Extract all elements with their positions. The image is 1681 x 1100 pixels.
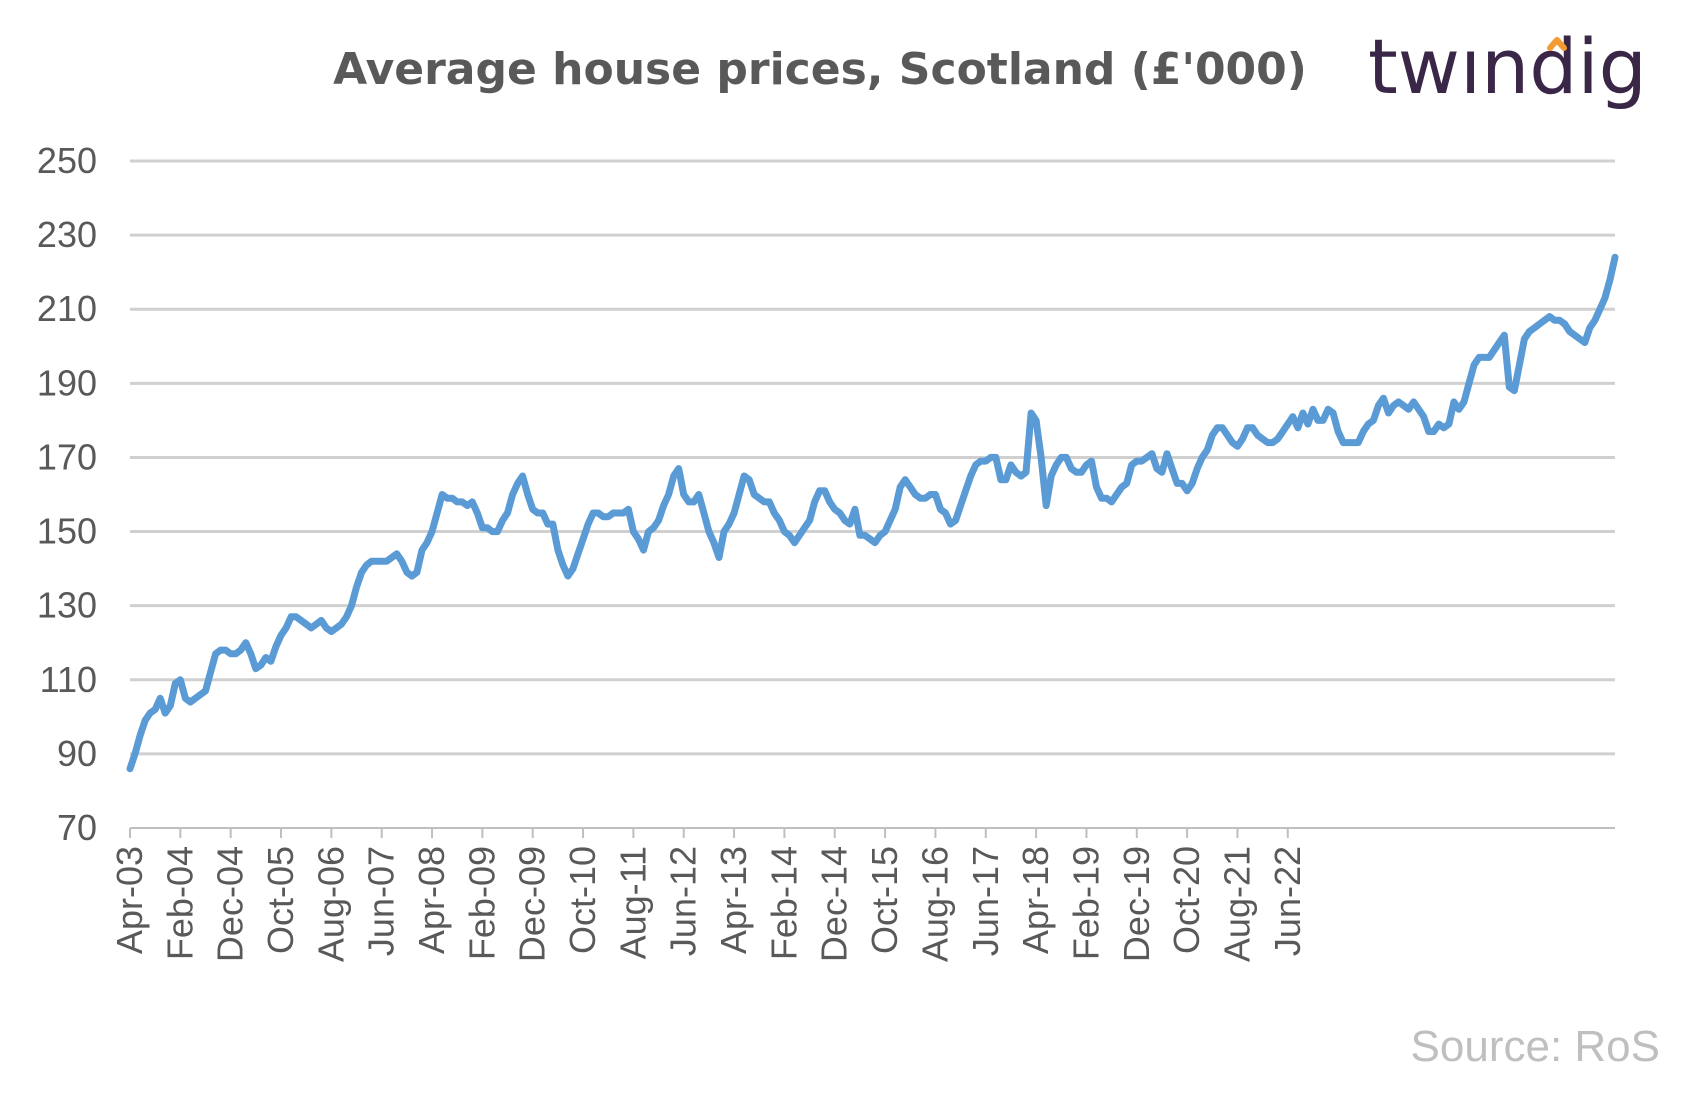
x-tick-label: Oct-10 [562, 846, 603, 954]
y-tick-label: 150 [37, 511, 97, 552]
x-tick-label: Dec-09 [512, 846, 553, 962]
house-price-line [126, 253, 1619, 773]
y-tick-label: 230 [37, 214, 97, 255]
x-tick-label: Feb-04 [159, 846, 200, 960]
x-tick-label: Feb-19 [1065, 846, 1106, 960]
x-tick-label: Jun-22 [1267, 846, 1308, 956]
y-tick-label: 210 [37, 288, 97, 329]
series-layer [126, 253, 1619, 773]
x-tick-label: Apr-18 [1015, 846, 1056, 954]
x-tick-label: Jun-07 [361, 846, 402, 956]
y-tick-label: 110 [40, 659, 97, 700]
svg-text:twındig: twındig [1368, 22, 1647, 111]
chart-title: Average house prices, Scotland (£'000) [333, 44, 1307, 95]
x-tick-label: Apr-08 [411, 846, 452, 954]
x-tick-label: Aug-21 [1216, 846, 1257, 962]
x-tick-label: Feb-09 [461, 846, 502, 960]
x-tick-label: Apr-13 [713, 846, 754, 954]
x-tick-label: Aug-06 [310, 846, 351, 962]
x-tick-label: Oct-20 [1166, 846, 1207, 954]
x-tick-label: Dec-19 [1116, 846, 1157, 962]
y-axis-ticks: 250 230 210 190 170 150 130 110 90 70 [37, 140, 97, 848]
y-tick-label: 90 [57, 733, 97, 774]
x-tick-label: Dec-04 [210, 846, 251, 962]
y-tick-label: 190 [37, 362, 97, 403]
y-tick-label: 250 [37, 140, 97, 181]
x-tick-label: Apr-03 [109, 846, 150, 954]
y-tick-label: 130 [37, 585, 97, 626]
source-note: Source: RoS [1411, 1022, 1660, 1071]
x-tick-label: Oct-15 [864, 846, 905, 954]
gridlines [130, 159, 1615, 756]
y-tick-label: 170 [37, 436, 97, 477]
x-tick-label: Feb-14 [763, 846, 804, 960]
x-tick-label: Jun-12 [663, 846, 704, 956]
x-tick-label: Aug-16 [914, 846, 955, 962]
twindig-logo: twındig [1368, 22, 1647, 111]
y-tick-label: 70 [57, 807, 97, 848]
x-tick-label: Dec-14 [814, 846, 855, 962]
x-tick-label: Aug-11 [612, 846, 653, 959]
x-tick-label: Jun-17 [965, 846, 1006, 956]
x-axis: Apr-03 Feb-04 Dec-04 Oct-05 Aug-06 Jun-07 Apr-… [109, 827, 1615, 962]
x-tick-label: Oct-05 [260, 846, 301, 954]
